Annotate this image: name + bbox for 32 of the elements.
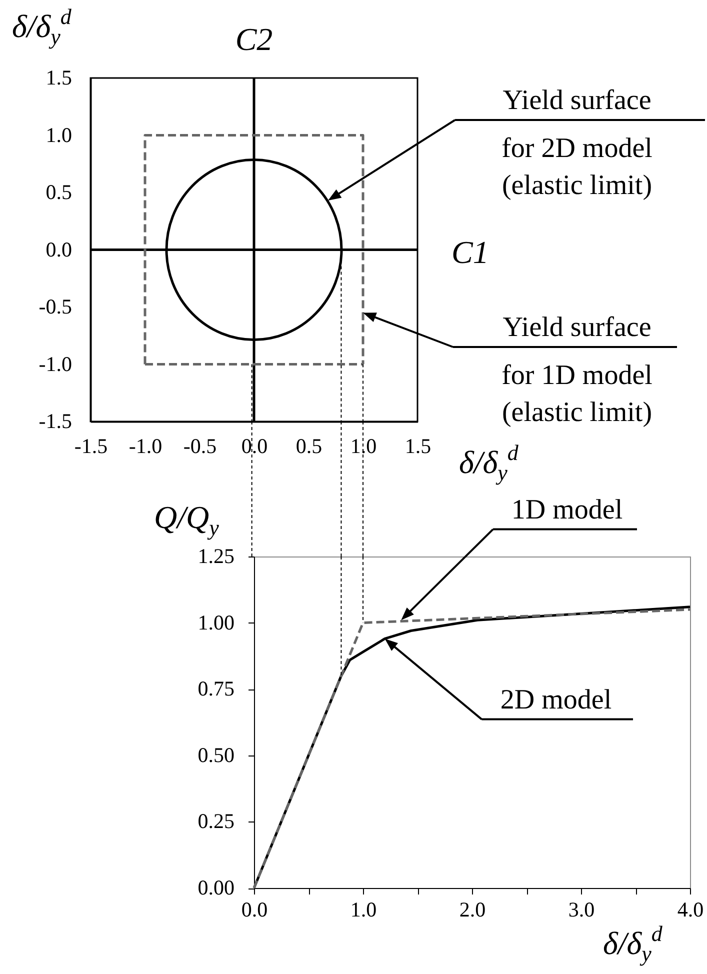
text: Yield surface for 2D model (elastic limit)	[502, 85, 653, 201]
annotation: 1D model	[511, 494, 623, 526]
annotation: 2D model	[500, 684, 612, 716]
annotation: C2	[235, 21, 273, 57]
x-tick-label: -1.5	[74, 434, 108, 458]
y-tick-label: -1.0	[38, 352, 72, 376]
x-tick-label: 4.0	[677, 898, 704, 922]
x-tick-label: 2.0	[459, 898, 486, 922]
y-tick-label: 1.5	[46, 66, 72, 90]
text: Yield surface for 1D model (elastic limit)	[502, 312, 653, 428]
x-tick-label: 0.0	[241, 898, 268, 922]
y-tick-label: 0.00	[198, 876, 234, 900]
x-tick-label: -0.5	[183, 434, 217, 458]
y-tick-label: -1.5	[38, 409, 72, 433]
y-axis-title: Q/Q$_{y}$	[154, 499, 220, 540]
x-tick-label: 0.5	[296, 434, 322, 458]
x-tick-label: 1.0	[350, 898, 377, 922]
annotation: C1	[452, 234, 489, 270]
x-tick-label: -1.0	[128, 434, 162, 458]
x-tick-label: 1.5	[404, 434, 432, 458]
y-tick-label: 0.75	[198, 676, 234, 701]
x-tick-label: 1.0	[350, 434, 377, 458]
x-tick-label: 3.0	[568, 898, 595, 922]
y-tick-label: 1.00	[198, 610, 234, 634]
y-tick-label: 1.25	[198, 544, 234, 568]
y-tick-label: 0.25	[198, 809, 234, 834]
x-tick-label: 0.0	[241, 434, 268, 458]
y-tick-label: 1.0	[46, 122, 72, 147]
y-tick-label: 0.0	[46, 237, 72, 262]
y-tick-label: 0.5	[46, 180, 72, 204]
y-tick-label: -0.5	[38, 294, 72, 318]
y-tick-label: 0.50	[198, 742, 234, 767]
